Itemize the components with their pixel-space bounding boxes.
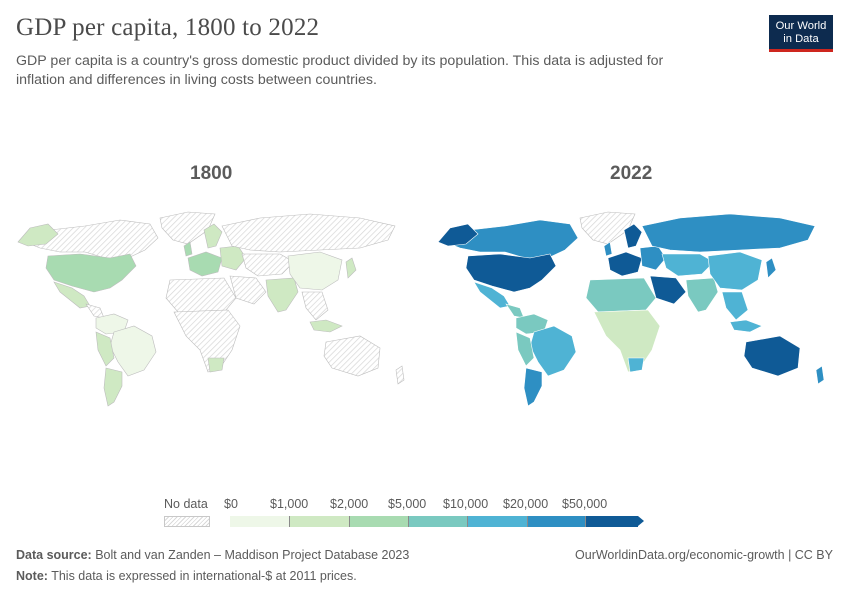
region-canada[interactable] [19,219,159,259]
source-link[interactable]: Bolt and van Zanden – Maddison Project D… [95,548,410,562]
region-argentina-chile[interactable] [103,367,123,407]
region-uk[interactable] [183,241,193,257]
logo-line-2: in Data [783,32,819,45]
region-middle-east[interactable] [649,275,687,305]
region-central-asia[interactable] [241,253,295,277]
map-1800[interactable] [10,200,420,410]
legend-bin-swatch[interactable] [350,516,409,527]
credit-link[interactable]: OurWorldinData.org/economic-growth | CC … [575,548,833,562]
region-russia[interactable] [221,213,396,253]
region-usa[interactable] [45,253,137,293]
region-uk[interactable] [603,241,613,257]
region-eastern-europe[interactable] [219,245,247,271]
region-south-africa[interactable] [627,357,645,373]
legend-bin-label: $1,000 [270,497,309,511]
legend-bin-swatch[interactable] [586,516,638,527]
region-indonesia[interactable] [729,319,763,333]
legend-bin-label: $5,000 [388,497,427,511]
region-mexico[interactable] [473,281,511,309]
region-peru-bolivia[interactable] [95,331,115,367]
legend-bin-swatch[interactable] [230,516,290,527]
note-text: This data is expressed in international-… [51,569,357,583]
color-legend: No data $0 $1,000 $2,000 $5,000 $10,000 … [160,497,660,537]
region-china[interactable] [707,251,763,291]
legend-bin-label: $20,000 [503,497,549,511]
data-source: Data source: Bolt and van Zanden – Maddi… [16,548,409,562]
region-alaska[interactable] [437,223,479,247]
region-central-asia[interactable] [661,253,715,277]
region-india[interactable] [685,277,719,313]
region-japan[interactable] [765,257,777,279]
legend-bin-label: $50,000 [562,497,608,511]
region-south-africa[interactable] [207,357,225,373]
legend-bin-swatch[interactable] [528,516,586,527]
note-label: Note: [16,569,48,583]
region-argentina-chile[interactable] [523,367,543,407]
logo-line-1: Our World [775,20,827,32]
chart-subtitle: GDP per capita is a country's gross dome… [16,53,664,88]
legend-bin-label: $10,000 [443,497,489,511]
region-brazil[interactable] [109,325,157,377]
region-middle-east[interactable] [229,275,267,305]
region-usa[interactable] [465,253,557,293]
region-sub-saharan-africa[interactable] [593,309,661,373]
owid-logo[interactable]: Our World in Data [769,15,833,52]
region-north-africa[interactable] [165,277,237,313]
region-mexico[interactable] [53,281,91,309]
legend-bin-swatch[interactable] [468,516,528,527]
legend-arrow-icon [638,516,644,526]
region-southeast-asia[interactable] [301,291,329,321]
legend-no-data-swatch[interactable] [164,516,210,527]
region-western-europe[interactable] [187,251,223,277]
region-scandinavia[interactable] [623,223,643,249]
legend-bin-swatch[interactable] [409,516,468,527]
legend-no-data-label: No data [164,497,208,511]
legend-bin-label: $2,000 [330,497,369,511]
region-western-europe[interactable] [607,251,643,277]
region-australia[interactable] [743,335,801,377]
region-brazil[interactable] [529,325,577,377]
chart-title: GDP per capita, 1800 to 2022 [16,14,320,41]
region-alaska[interactable] [17,223,59,247]
region-indonesia[interactable] [309,319,343,333]
region-japan[interactable] [345,257,357,279]
region-central-america[interactable] [505,303,525,319]
region-southeast-asia[interactable] [721,291,749,321]
region-central-america[interactable] [85,303,105,319]
region-eastern-europe[interactable] [639,245,667,271]
region-greenland[interactable] [159,211,216,245]
region-greenland[interactable] [579,211,636,245]
legend-bin-label: $0 [224,497,238,511]
map-2022-year-label: 2022 [610,163,653,184]
legend-bin-swatch[interactable] [290,516,350,527]
region-australia[interactable] [323,335,381,377]
region-peru-bolivia[interactable] [515,331,535,367]
region-new-zealand[interactable] [395,365,405,385]
region-new-zealand[interactable] [815,365,825,385]
region-scandinavia[interactable] [203,223,223,249]
data-note: Note: This data is expressed in internat… [16,569,357,583]
region-china[interactable] [287,251,343,291]
map-2022[interactable] [430,200,840,410]
source-label: Data source: [16,548,92,562]
region-russia[interactable] [641,213,816,253]
map-1800-year-label: 1800 [190,163,233,184]
region-north-africa[interactable] [585,277,657,313]
region-sub-saharan-africa[interactable] [173,309,241,373]
region-canada[interactable] [439,219,579,259]
region-india[interactable] [265,277,299,313]
